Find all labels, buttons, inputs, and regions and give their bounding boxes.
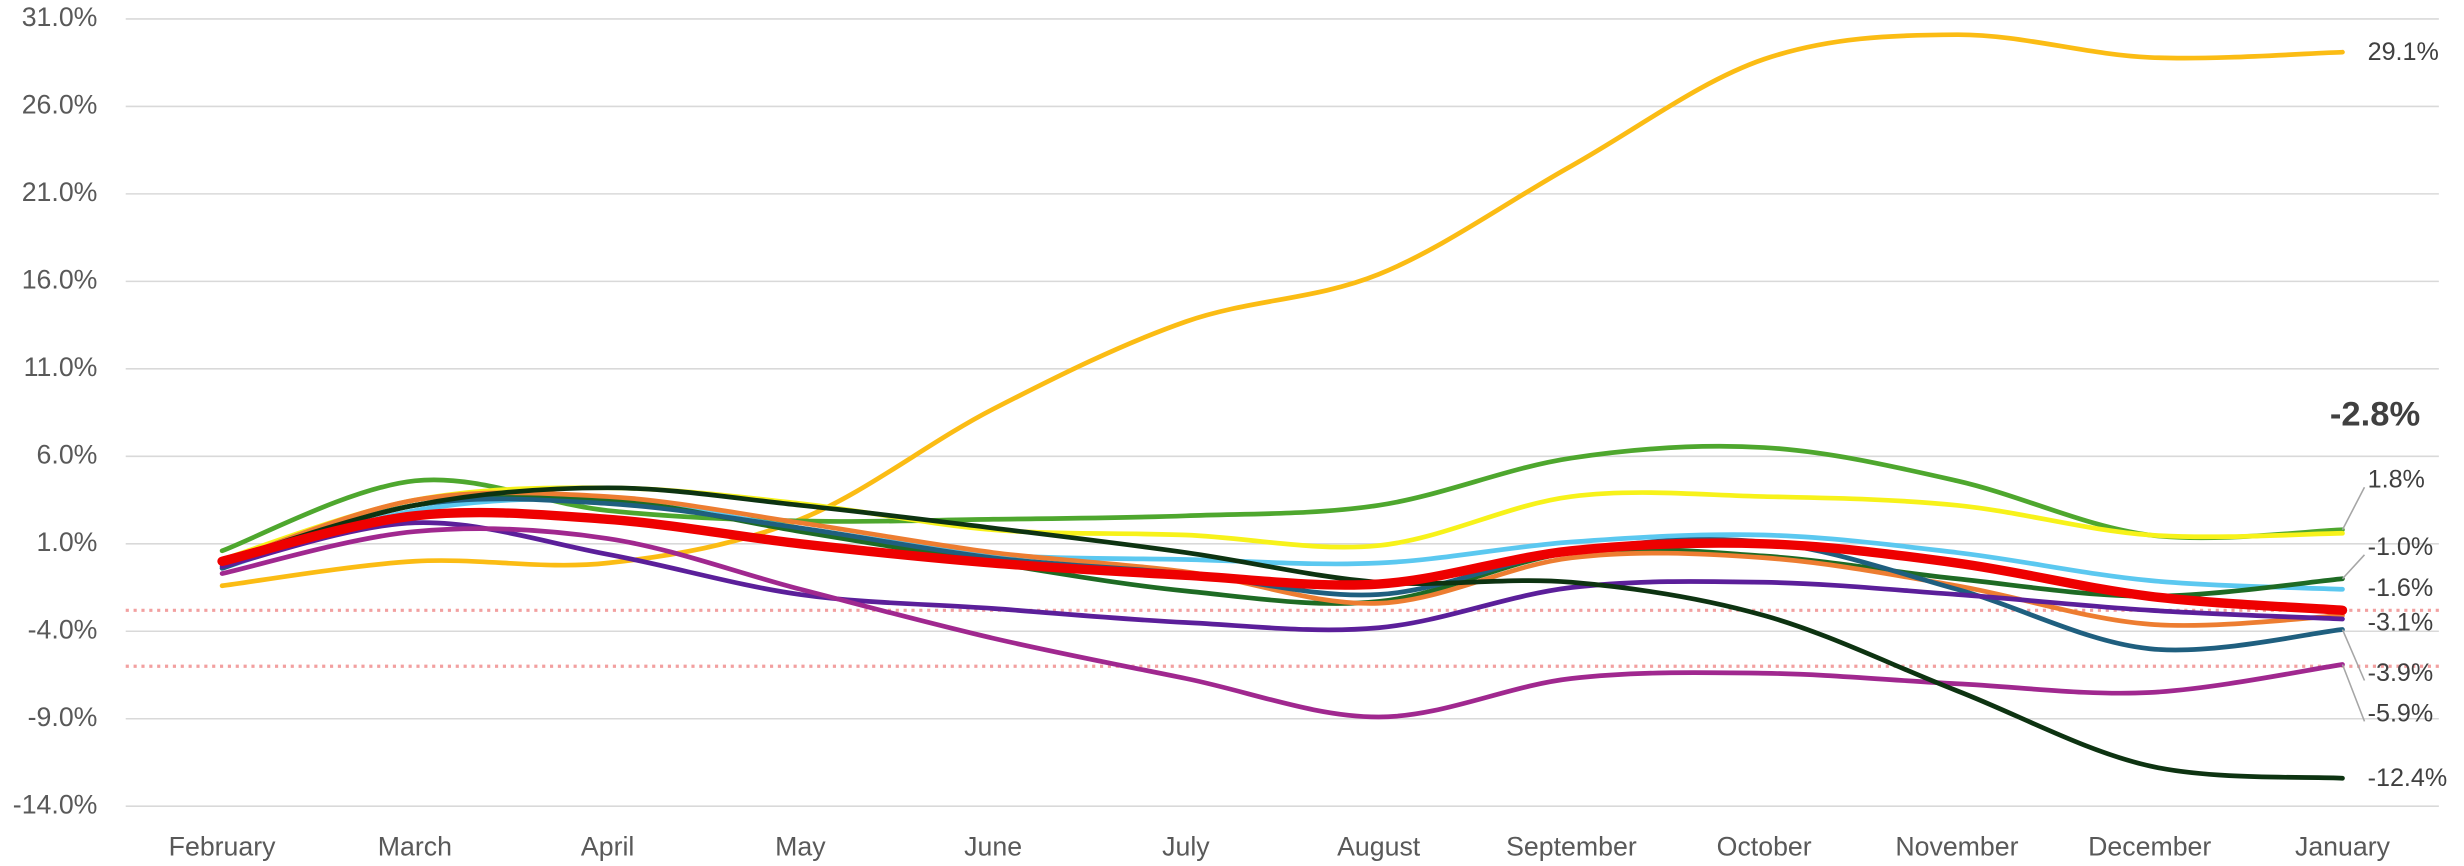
leader-line — [2341, 629, 2366, 681]
leader-line — [2341, 664, 2366, 722]
x-tick-label: September — [1506, 832, 1637, 862]
data-label: -3.9% — [2368, 659, 2434, 687]
y-tick-label: -14.0% — [13, 789, 98, 819]
series-line — [219, 32, 2345, 589]
leader-line — [2341, 486, 2366, 531]
x-tick-label: November — [1895, 832, 2018, 862]
data-label: -12.4% — [2368, 764, 2448, 792]
data-label: -1.0% — [2368, 533, 2434, 561]
x-tick-label: June — [964, 832, 1022, 862]
data-label: 29.1% — [2368, 38, 2439, 66]
x-tick-label: March — [378, 832, 452, 862]
x-tick-label: July — [1162, 832, 1210, 862]
y-tick-label: 11.0% — [24, 352, 98, 382]
series-line — [219, 490, 2345, 628]
y-tick-label: 31.0% — [22, 2, 98, 32]
data-label: 1.8% — [2368, 466, 2425, 494]
data-label: -3.1% — [2368, 609, 2434, 637]
x-tick-label: August — [1337, 832, 1421, 862]
x-tick-label: April — [581, 832, 634, 862]
series-line — [219, 443, 2345, 554]
data-label: -5.9% — [2368, 700, 2434, 728]
y-tick-label: 6.0% — [37, 439, 98, 469]
series-line — [219, 494, 2345, 606]
y-tick-label: -4.0% — [28, 614, 98, 644]
y-tick-label: 16.0% — [22, 264, 98, 294]
series-line — [217, 507, 2348, 615]
x-tick-label: October — [1717, 832, 1812, 862]
x-tick-label: February — [169, 832, 277, 862]
y-tick-label: 26.0% — [22, 89, 98, 119]
x-tick-label: May — [775, 832, 826, 862]
series-line — [219, 520, 2345, 633]
data-label: -1.6% — [2368, 574, 2434, 602]
series-line — [219, 526, 2345, 720]
leader-line — [2341, 554, 2366, 580]
y-tick-label: 21.0% — [22, 177, 98, 207]
x-tick-label: January — [2295, 832, 2391, 862]
x-tick-label: December — [2088, 832, 2211, 862]
data-label: -2.8% — [2330, 396, 2420, 434]
y-tick-label: 1.0% — [37, 527, 98, 557]
y-tick-label: -9.0% — [28, 702, 98, 732]
series-line — [219, 485, 2345, 781]
